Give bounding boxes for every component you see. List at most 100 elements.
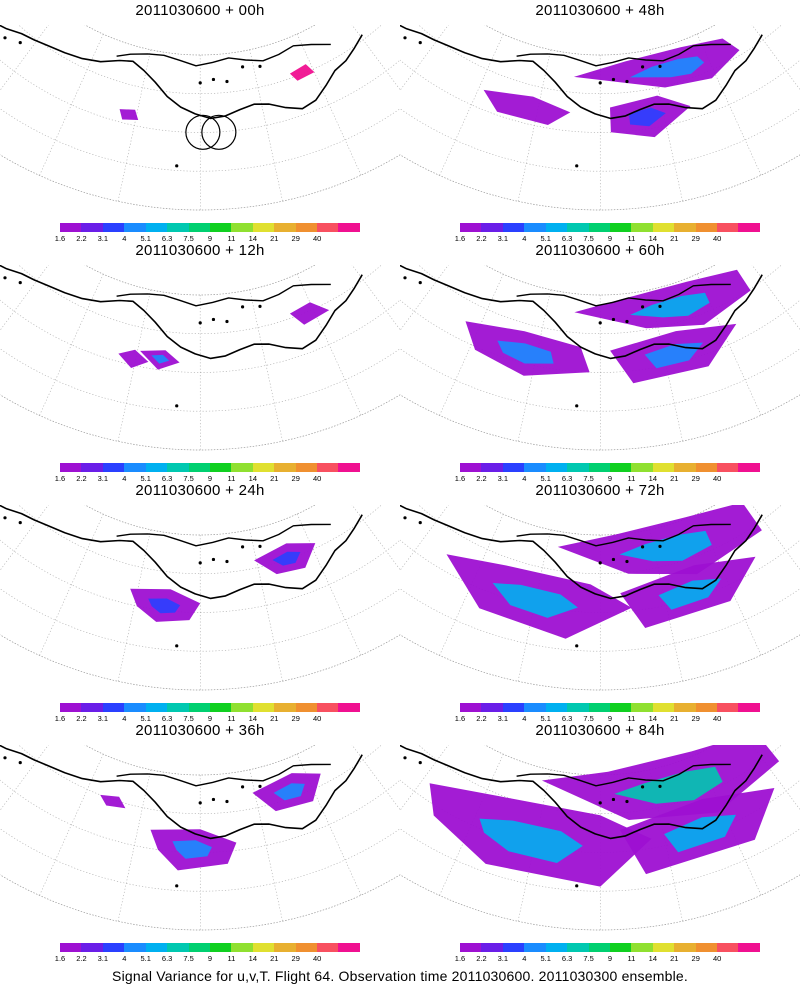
colorbar-swatch bbox=[588, 943, 610, 952]
colorbar-tick-label: 6.3 bbox=[161, 714, 173, 723]
panel-title: 2011030600 + 84h bbox=[535, 722, 665, 739]
island bbox=[625, 319, 629, 324]
island bbox=[18, 41, 22, 45]
island bbox=[258, 304, 262, 309]
colorbar-tick-label: 40 bbox=[312, 954, 322, 963]
colorbar-tick-label: 29 bbox=[291, 474, 300, 483]
colorbar-swatch bbox=[545, 463, 568, 472]
longitude-line bbox=[517, 49, 551, 202]
panel-title: 2011030600 + 00h bbox=[135, 2, 265, 19]
colorbar-tick-label: 9 bbox=[607, 234, 613, 243]
colorbar bbox=[60, 463, 360, 472]
island bbox=[658, 784, 662, 789]
colorbar-swatch bbox=[188, 943, 210, 952]
colorbar-swatch bbox=[317, 943, 339, 952]
colorbar-swatch bbox=[167, 943, 189, 952]
colorbar-tick-label: 3.1 bbox=[97, 714, 109, 723]
longitude-line bbox=[117, 529, 151, 682]
island bbox=[175, 884, 179, 888]
colorbar-tick-label: 5.1 bbox=[140, 234, 151, 243]
longitude-line bbox=[351, 745, 400, 811]
variance-core bbox=[497, 340, 554, 364]
colorbar-tick-label: 9 bbox=[207, 234, 213, 243]
colorbar-tick-label: 21 bbox=[670, 474, 679, 483]
colorbar-swatch bbox=[652, 943, 675, 952]
colorbar-tick-label: 2.2 bbox=[476, 234, 487, 243]
coastline bbox=[400, 25, 763, 120]
colorbar-swatch bbox=[460, 943, 482, 952]
colorbar-swatch bbox=[524, 223, 546, 232]
island bbox=[3, 36, 7, 40]
colorbar-tick-label: 2.2 bbox=[76, 714, 87, 723]
colorbar-swatch bbox=[102, 943, 125, 952]
panel-title: 2011030600 + 12h bbox=[135, 242, 265, 259]
island bbox=[18, 761, 22, 765]
coastline bbox=[400, 265, 763, 360]
colorbar-swatch bbox=[60, 223, 82, 232]
colorbar-swatch bbox=[609, 943, 632, 952]
colorbar-tick-label: 7.5 bbox=[183, 234, 194, 243]
island bbox=[198, 561, 202, 565]
island bbox=[640, 305, 645, 309]
colorbar-tick-label: 11 bbox=[627, 474, 636, 483]
colorbar-swatch bbox=[524, 703, 546, 712]
island bbox=[658, 304, 662, 309]
colorbar-swatch bbox=[502, 943, 525, 952]
island bbox=[418, 761, 422, 765]
coastline bbox=[0, 265, 363, 360]
longitude-line bbox=[296, 33, 362, 176]
colorbar-swatch bbox=[502, 223, 525, 232]
arctic-coastline bbox=[516, 763, 731, 787]
island bbox=[598, 801, 602, 805]
colorbar bbox=[60, 703, 360, 712]
arctic-coastline bbox=[516, 523, 731, 547]
longitude-line bbox=[39, 274, 104, 416]
colorbar-swatch bbox=[695, 703, 718, 712]
colorbar-tick-label: 29 bbox=[691, 714, 700, 723]
colorbar-swatch bbox=[252, 463, 275, 472]
panel-title: 2011030600 + 60h bbox=[535, 242, 665, 259]
colorbar-tick-label: 6.3 bbox=[561, 714, 573, 723]
island bbox=[625, 79, 629, 84]
island bbox=[611, 557, 616, 562]
colorbar-swatch bbox=[631, 703, 653, 712]
colorbar-swatch bbox=[60, 703, 82, 712]
colorbar bbox=[460, 943, 760, 952]
island bbox=[403, 756, 407, 760]
colorbar-tick-label: 9 bbox=[207, 714, 213, 723]
colorbar-tick-label: 4 bbox=[522, 474, 527, 483]
colorbar-tick-label: 14 bbox=[248, 234, 258, 243]
longitude-line bbox=[117, 49, 151, 202]
island bbox=[625, 799, 629, 804]
colorbar-swatch bbox=[167, 223, 189, 232]
colorbar-tick-label: 11 bbox=[227, 714, 236, 723]
colorbar-tick-label: 14 bbox=[248, 954, 258, 963]
colorbar-tick-label: 11 bbox=[227, 954, 236, 963]
latitude-line bbox=[0, 348, 400, 412]
colorbar-tick-label: 40 bbox=[712, 714, 722, 723]
colorbar-swatch bbox=[545, 223, 568, 232]
colorbar-swatch bbox=[738, 703, 760, 712]
longitude-line bbox=[249, 49, 283, 202]
colorbar-tick-label: 40 bbox=[312, 474, 322, 483]
colorbar-swatch bbox=[338, 703, 360, 712]
variance-region bbox=[573, 38, 740, 88]
colorbar-swatch bbox=[338, 943, 360, 952]
colorbar-swatch bbox=[231, 943, 253, 952]
arctic-coastline bbox=[116, 43, 331, 67]
panel-title: 2011030600 + 48h bbox=[535, 2, 665, 19]
variance-map bbox=[0, 25, 400, 211]
island bbox=[658, 64, 662, 69]
colorbar-tick-label: 7.5 bbox=[583, 714, 594, 723]
variance-map bbox=[400, 265, 800, 451]
colorbar-swatch bbox=[209, 223, 232, 232]
island bbox=[175, 164, 179, 168]
colorbar-swatch bbox=[209, 463, 232, 472]
colorbar bbox=[460, 703, 760, 712]
colorbar-tick-label: 9 bbox=[607, 474, 613, 483]
colorbar-tick-label: 1.6 bbox=[54, 234, 66, 243]
variance-core bbox=[151, 354, 170, 364]
colorbar-swatch bbox=[588, 703, 610, 712]
colorbar-tick-label: 40 bbox=[712, 234, 722, 243]
colorbar-swatch bbox=[167, 463, 189, 472]
